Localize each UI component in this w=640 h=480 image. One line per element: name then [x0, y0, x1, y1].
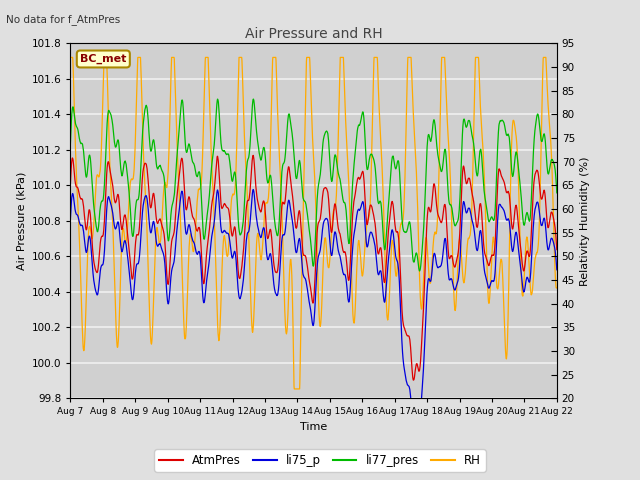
X-axis label: Time: Time [300, 422, 327, 432]
Text: BC_met: BC_met [80, 54, 127, 64]
Legend: AtmPres, li75_p, li77_pres, RH: AtmPres, li75_p, li77_pres, RH [154, 449, 486, 472]
Title: Air Pressure and RH: Air Pressure and RH [244, 27, 383, 41]
Y-axis label: Air Pressure (kPa): Air Pressure (kPa) [16, 172, 26, 270]
Text: No data for f_AtmPres: No data for f_AtmPres [6, 14, 121, 25]
Y-axis label: Relativity Humidity (%): Relativity Humidity (%) [580, 156, 591, 286]
